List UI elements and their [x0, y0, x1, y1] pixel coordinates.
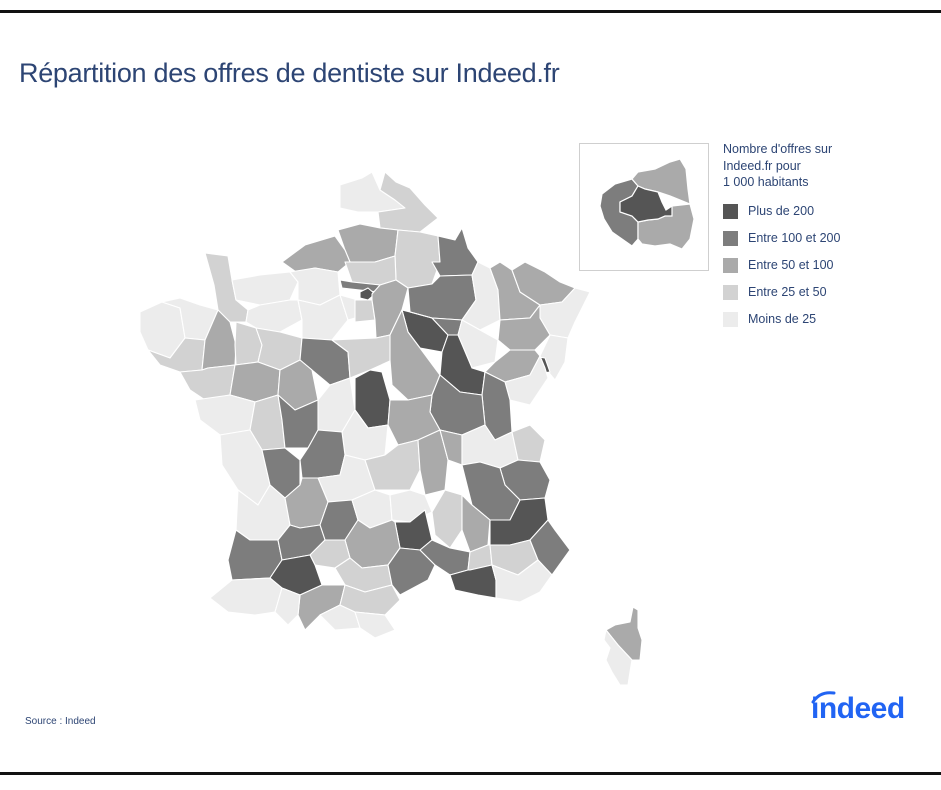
dept-hautes-pyrenees [274, 587, 301, 626]
indeed-logo-arc-icon [811, 691, 836, 704]
dept-herault [387, 547, 436, 596]
legend-title-line: 1 000 habitants [723, 175, 809, 189]
legend-swatch [723, 284, 738, 300]
legend-label: Entre 25 et 50 [748, 285, 827, 299]
dept-calvados [231, 271, 299, 306]
legend-title: Nombre d'offres sur Indeed.fr pour 1 000… [723, 141, 923, 191]
page-title: Répartition des offres de dentiste sur I… [19, 58, 560, 88]
dept-var [491, 559, 553, 603]
top-rule [0, 10, 941, 13]
dept-maine-et-loire [229, 361, 281, 403]
legend-item-25-50: Entre 25 et 50 [723, 279, 923, 306]
dept-aude [339, 584, 401, 616]
paris-inset [579, 143, 709, 271]
dept-haute-savoie [511, 424, 546, 463]
legend-swatch [723, 311, 738, 327]
legend-item-plus-de-200: Plus de 200 [723, 198, 923, 225]
legend-title-line: Nombre d'offres sur [723, 142, 833, 156]
dept-ardennes [431, 227, 479, 277]
indeed-logo: indeed [811, 692, 905, 725]
legend-item-moins-de-25: Moins de 25 [723, 306, 923, 333]
legend-swatch [723, 230, 738, 246]
dept-corse-du-sud [603, 629, 633, 686]
legend-label: Entre 100 et 200 [748, 231, 841, 245]
paris-inset-map [599, 158, 695, 250]
dept-aisne [394, 229, 441, 289]
legend-label: Entre 50 et 100 [748, 258, 834, 272]
dept-doubs [504, 355, 549, 406]
dept-pyrenees-atlantiques [209, 577, 283, 616]
legend-title-line: Indeed.fr pour [723, 158, 801, 173]
legend: Nombre d'offres sur Indeed.fr pour 1 000… [723, 141, 923, 333]
legend-item-50-100: Entre 50 et 100 [723, 252, 923, 279]
dept-seine-maritime [281, 235, 351, 273]
dept-eure-et-loir [297, 294, 349, 341]
legend-label: Moins de 25 [748, 312, 817, 326]
dept-loiret [331, 334, 393, 379]
dept-pyrenees-orientales [354, 611, 396, 639]
legend-swatch [723, 257, 738, 273]
dept-vendee [194, 394, 256, 436]
dept-ardeche [431, 489, 463, 549]
bottom-rule [0, 772, 941, 775]
legend-swatch [723, 203, 738, 219]
legend-label: Plus de 200 [748, 204, 815, 218]
inset-paris [619, 185, 673, 223]
legend-item-100-200: Entre 100 et 200 [723, 225, 923, 252]
source-note: Source : Indeed [25, 716, 96, 727]
